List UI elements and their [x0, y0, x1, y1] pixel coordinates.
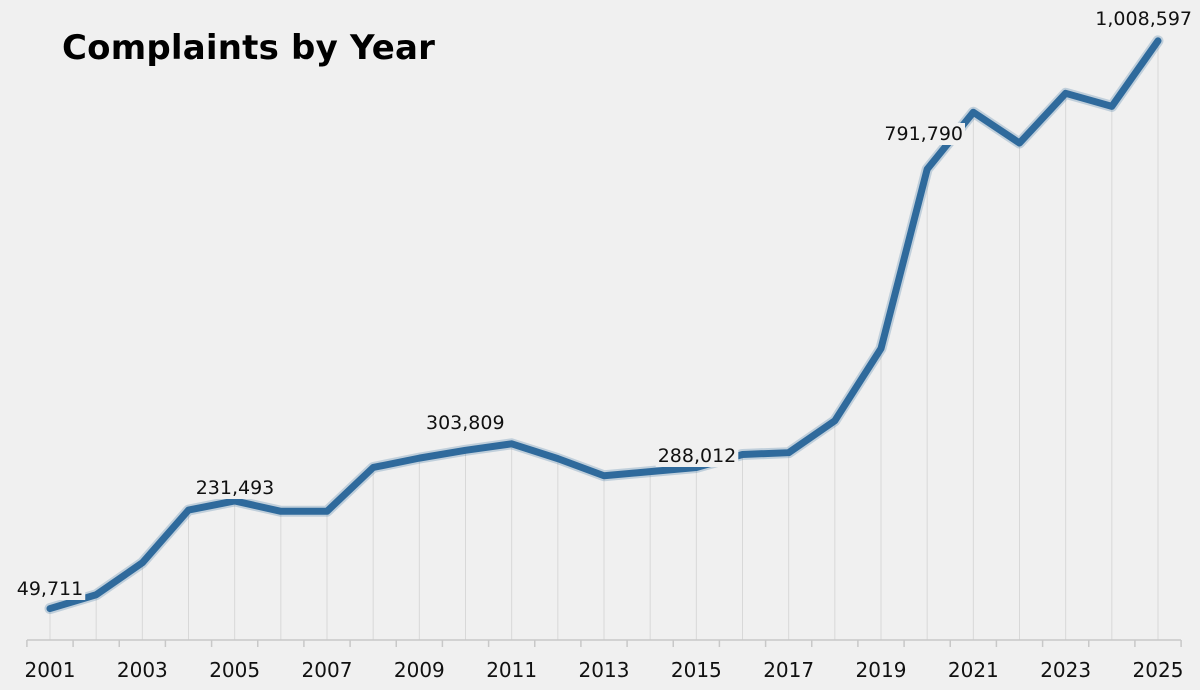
- data-label-background: [193, 477, 277, 499]
- data-label: 791,790: [884, 123, 963, 145]
- data-label: 303,809: [426, 412, 505, 434]
- x-tick-label: 2001: [25, 658, 76, 682]
- chart-title: Complaints by Year: [62, 28, 436, 68]
- data-label-background: [1093, 8, 1194, 30]
- data-label-background: [655, 445, 739, 467]
- data-label: 49,711: [17, 578, 83, 600]
- x-tick-label: 2007: [302, 658, 353, 682]
- x-tick-label: 2019: [856, 658, 907, 682]
- data-label-background: [14, 578, 86, 600]
- x-tick-label: 2017: [763, 658, 814, 682]
- x-tick-label: 2023: [1040, 658, 1091, 682]
- data-label: 1,008,597: [1095, 8, 1192, 30]
- data-label-background: [424, 412, 507, 434]
- x-tick-label: 2009: [394, 658, 445, 682]
- data-label-background: [882, 123, 965, 145]
- x-tick-label: 2015: [671, 658, 722, 682]
- x-tick-label: 2011: [486, 658, 537, 682]
- x-tick-label: 2021: [948, 658, 999, 682]
- x-tick-label: 2025: [1133, 658, 1184, 682]
- x-tick-label: 2005: [209, 658, 260, 682]
- x-tick-label: 2003: [117, 658, 168, 682]
- x-tick-label: 2013: [579, 658, 630, 682]
- data-label: 288,012: [658, 445, 737, 467]
- data-label: 231,493: [196, 477, 275, 499]
